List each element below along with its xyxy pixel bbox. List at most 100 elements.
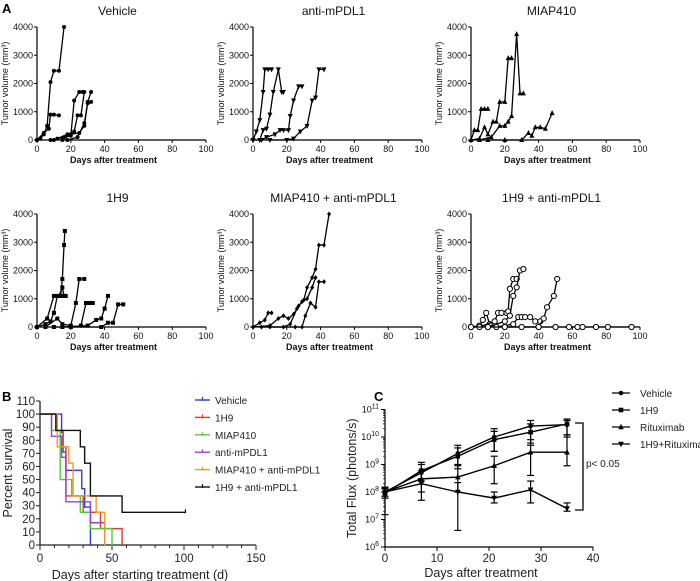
x-tick-label: 20 <box>66 144 76 154</box>
data-point <box>277 128 283 134</box>
y-tick-label: 3000 <box>447 50 467 60</box>
x-tick-label: 80 <box>383 144 393 154</box>
y-tick-label: 70 <box>22 448 35 460</box>
data-point <box>60 276 65 281</box>
x-axis-label: Days after treatment <box>286 155 373 165</box>
data-point <box>493 118 499 124</box>
data-point <box>502 98 508 104</box>
y-tick-label: 3000 <box>229 50 249 60</box>
data-point <box>257 118 263 124</box>
data-point <box>535 323 542 331</box>
data-point <box>520 265 527 273</box>
data-point <box>51 325 56 329</box>
data-point <box>521 314 529 321</box>
chart-title: MIAP410 <box>527 4 577 18</box>
x-tick-label: 0 <box>382 553 388 565</box>
data-point <box>275 67 281 73</box>
y-axis-label: Tumor volume (mm³) <box>434 42 444 126</box>
data-point <box>491 462 497 469</box>
data-point <box>300 324 305 330</box>
tumor-series <box>476 31 526 142</box>
data-point <box>89 99 94 104</box>
data-point <box>43 322 48 327</box>
data-point <box>304 123 310 129</box>
data-point <box>321 279 326 285</box>
y-tick-label: 4000 <box>13 22 33 32</box>
survival-curve <box>40 413 186 513</box>
data-point <box>327 211 332 217</box>
survival-curve <box>40 413 113 545</box>
data-point <box>73 300 78 305</box>
data-point <box>269 67 275 73</box>
data-point <box>111 320 116 325</box>
x-tick-label: 60 <box>349 331 359 341</box>
tick-exponent: 6 <box>375 541 379 548</box>
tick-exponent: 10 <box>371 431 379 438</box>
data-point <box>485 137 491 142</box>
data-point <box>297 129 303 135</box>
legend-label: Vehicle <box>640 389 673 400</box>
series-line <box>470 57 512 141</box>
x-tick-label: 100 <box>174 553 193 565</box>
legend-label: MIAP410 + anti-mPDL1 <box>215 466 321 477</box>
legend-marker <box>618 390 624 396</box>
data-point <box>564 421 570 427</box>
y-tick-label: 4000 <box>447 22 467 32</box>
data-point <box>55 316 60 321</box>
data-point <box>72 98 77 103</box>
x-tick-label: 60 <box>349 144 359 154</box>
x-tick-label: 20 <box>282 144 292 154</box>
data-point <box>72 129 77 134</box>
data-point <box>471 127 477 133</box>
data-point <box>82 121 87 126</box>
significance-label: p< 0.05 <box>586 459 620 470</box>
data-point <box>51 293 56 298</box>
data-point <box>476 137 482 142</box>
data-point <box>65 138 70 142</box>
y-tick-label: 30 <box>22 501 35 513</box>
data-point <box>270 89 276 95</box>
data-point <box>509 55 515 61</box>
y-axis-label: Tumor volume (mm³) <box>0 42 10 126</box>
data-point <box>482 105 488 111</box>
panel-letter-b: B <box>2 389 11 404</box>
data-point <box>62 228 67 233</box>
survival-curve <box>40 413 123 545</box>
x-tick-label: 100 <box>414 331 429 341</box>
y-tick-label: 0 <box>462 135 467 145</box>
series-line <box>261 85 303 141</box>
y-tick-label: 109 <box>365 459 379 470</box>
y-axis-label: Total Flux (photons/s) <box>345 419 359 539</box>
data-point <box>468 137 474 142</box>
tumor-chart-miap410-anti-mpdl1: MIAP410 + anti-mPDL1 0 1000 2000 3000 4000 0 20… <box>216 191 430 352</box>
x-axis-label: Days after treatment <box>424 566 538 580</box>
y-tick-label: 0 <box>244 135 249 145</box>
data-point <box>260 89 266 95</box>
data-point <box>82 276 87 281</box>
data-point <box>313 275 318 281</box>
series-line <box>479 34 524 141</box>
y-tick-label: 2000 <box>447 79 467 89</box>
panel-letter-a: A <box>2 1 12 16</box>
data-point <box>592 323 600 331</box>
legend-label: 1H9 <box>640 406 659 417</box>
y-tick-label: 0 <box>244 322 249 332</box>
data-point <box>505 118 511 124</box>
data-point <box>313 95 319 101</box>
legend-item: MIAP410 + anti-mPDL1 <box>195 466 321 477</box>
data-point <box>60 325 65 329</box>
survival-curve <box>40 413 106 545</box>
data-point <box>529 132 535 138</box>
data-point <box>286 316 291 322</box>
x-tick-label: 100 <box>632 331 647 341</box>
x-axis-label: Days after starting treatment (d) <box>52 568 228 581</box>
data-point <box>478 105 484 111</box>
data-point <box>525 129 531 135</box>
y-tick-label: 110 <box>17 396 35 408</box>
series-line <box>62 295 109 328</box>
data-point <box>532 124 538 130</box>
data-point <box>48 138 53 142</box>
